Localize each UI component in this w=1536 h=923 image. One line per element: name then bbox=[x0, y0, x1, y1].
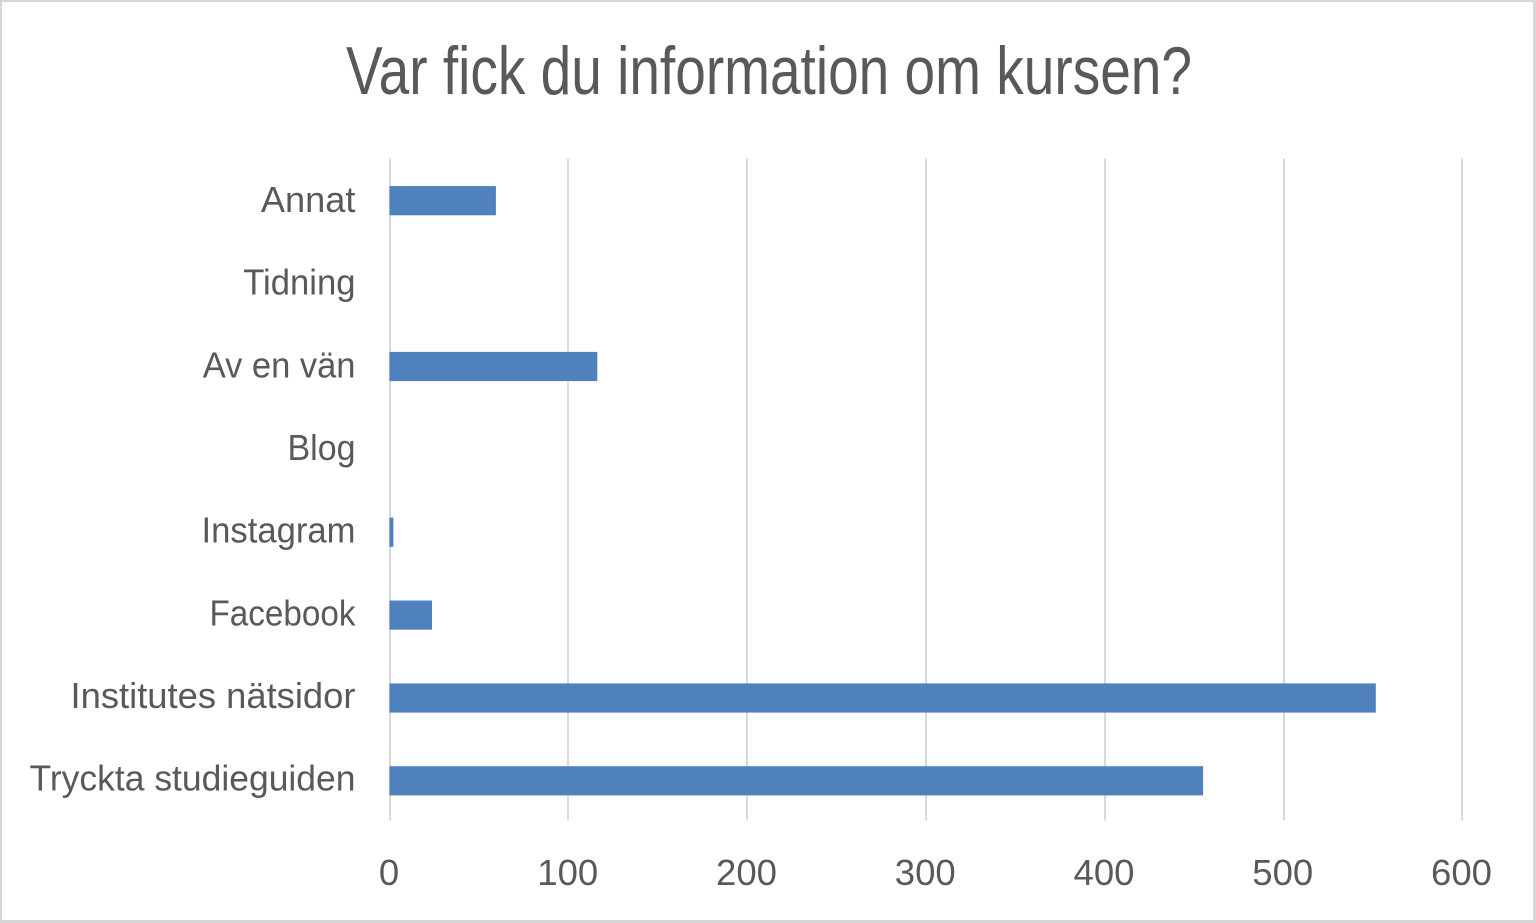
svg-text:Facebook: Facebook bbox=[210, 592, 357, 633]
svg-text:Institutes nätsidor: Institutes nätsidor bbox=[71, 675, 356, 716]
svg-text:600: 600 bbox=[1431, 852, 1492, 893]
svg-text:Annat: Annat bbox=[261, 179, 356, 220]
svg-text:Tryckta studieguiden: Tryckta studieguiden bbox=[30, 758, 356, 799]
svg-text:Av en vän: Av en vän bbox=[203, 344, 356, 385]
svg-text:Instagram: Instagram bbox=[202, 510, 356, 551]
svg-text:Blog: Blog bbox=[288, 427, 356, 468]
svg-text:400: 400 bbox=[1074, 852, 1135, 893]
svg-text:300: 300 bbox=[895, 852, 956, 893]
svg-text:100: 100 bbox=[537, 852, 598, 893]
svg-text:200: 200 bbox=[716, 852, 777, 893]
svg-text:Tidning: Tidning bbox=[243, 262, 355, 303]
svg-text:500: 500 bbox=[1252, 852, 1313, 893]
svg-text:Var fick du information om kur: Var fick du information om kursen? bbox=[346, 33, 1192, 109]
svg-text:0: 0 bbox=[379, 852, 399, 893]
